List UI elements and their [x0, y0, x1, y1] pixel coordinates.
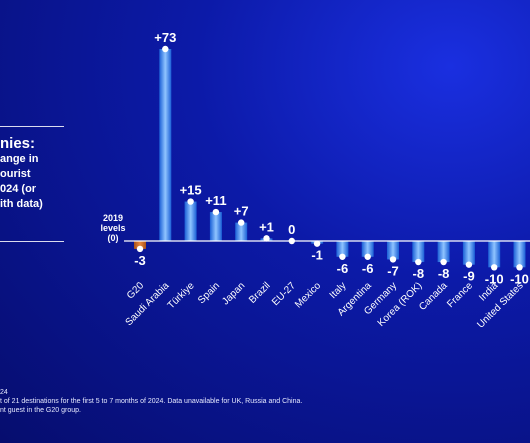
bar-end-dot — [440, 258, 447, 266]
value-label: 0 — [288, 222, 295, 237]
value-label: +73 — [154, 30, 176, 45]
bar-end-dot — [212, 208, 220, 216]
footnote-line-3: nt guest in the G20 group. — [0, 407, 81, 414]
bar-end-dot — [313, 240, 321, 247]
bar — [412, 241, 425, 263]
bar-end-dot — [162, 45, 169, 53]
baseline-label: 2019 levels (0) — [100, 213, 125, 243]
x-tick-label: Türkiye — [166, 280, 197, 311]
value-label: +1 — [259, 219, 274, 234]
value-label: -8 — [413, 266, 425, 281]
value-label: -6 — [337, 261, 349, 276]
bar — [513, 241, 526, 268]
bar-end-dot — [263, 235, 270, 242]
footnotes: 24 t of 21 destinations for the first 5 … — [0, 388, 302, 415]
value-label: -7 — [387, 263, 399, 278]
bar — [437, 241, 450, 263]
side-bottom-rule — [0, 241, 64, 242]
bar — [209, 212, 222, 241]
x-tick-label: France — [445, 280, 475, 310]
bar-end-dot — [364, 253, 371, 260]
value-label: -10 — [485, 271, 504, 286]
x-tick-label: Spain — [196, 280, 222, 306]
bar-end-dot — [389, 256, 397, 263]
value-label: +7 — [234, 204, 249, 219]
bar-end-dot — [465, 261, 473, 268]
bar-end-dot — [288, 237, 295, 245]
value-label: -9 — [463, 269, 475, 284]
side-subtitle: ange in ourist 024 (or ith data) — [0, 153, 43, 210]
value-label: -6 — [362, 261, 374, 276]
value-label: -10 — [510, 271, 529, 286]
bar-end-dot — [491, 264, 498, 271]
bar — [361, 241, 374, 257]
value-label: +11 — [205, 193, 226, 208]
bar-end-dot — [415, 258, 422, 266]
value-label: -1 — [311, 248, 323, 263]
side-top-rule — [0, 126, 64, 127]
x-tick-label: United States — [475, 280, 525, 330]
bar — [235, 222, 248, 241]
x-tick-label: Japan — [220, 280, 247, 307]
x-tick-label: Canada — [417, 280, 450, 313]
side-title: nies: — [0, 135, 36, 152]
value-label: -3 — [134, 253, 146, 268]
bar-end-dot — [187, 198, 194, 205]
side-panel: nies: ange in ourist 024 (or ith data) — [0, 126, 64, 242]
bar-end-dot — [516, 264, 523, 271]
x-tick-label: Brazil — [247, 280, 272, 305]
bar — [488, 241, 501, 268]
footnote-line-2: t of 21 destinations for the first 5 to … — [0, 398, 303, 405]
x-tick-label: G20 — [125, 280, 146, 301]
bar-end-dot — [339, 253, 346, 260]
bar — [387, 241, 399, 260]
footnote-line-1: 24 — [0, 389, 8, 396]
bar — [336, 241, 349, 257]
x-tick-label: Mexico — [293, 280, 323, 310]
bar — [159, 49, 172, 242]
value-label: +15 — [180, 183, 202, 198]
value-label: -8 — [438, 266, 450, 281]
bar — [134, 241, 146, 249]
bar-end-dot — [238, 219, 245, 226]
bar — [184, 201, 197, 241]
bar-end-dot — [136, 245, 144, 253]
x-tick-label: Italy — [328, 280, 349, 301]
bar — [462, 241, 475, 265]
